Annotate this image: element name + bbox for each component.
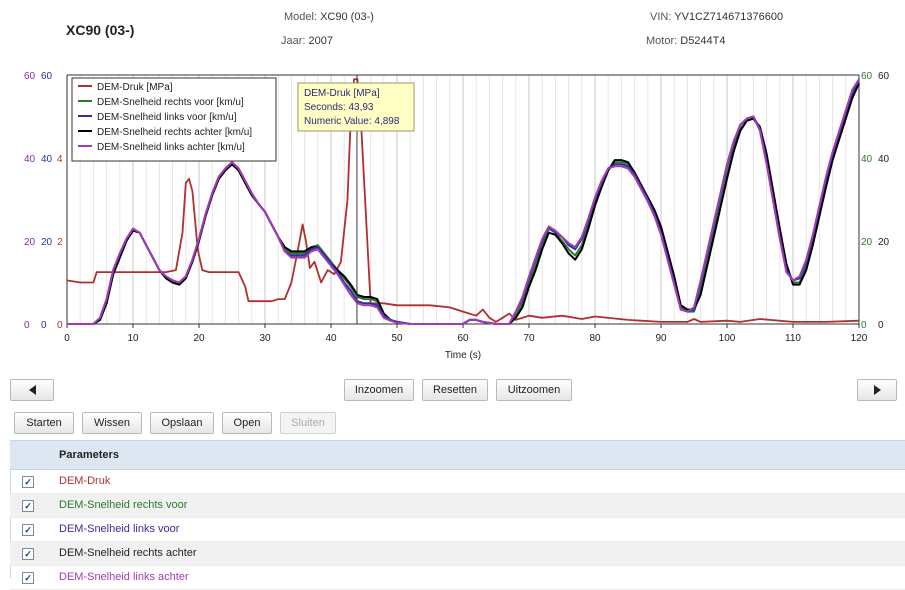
x-tick-label: 110 (785, 333, 801, 344)
parameters-header: Parameters (10, 441, 905, 470)
parameter-name: DEM-Snelheid rechts achter (59, 547, 197, 559)
open-button[interactable]: Open (222, 412, 272, 434)
parameter-checkbox[interactable]: ✓ (22, 476, 34, 488)
reset-button[interactable]: Resetten (422, 379, 488, 401)
vin-field: VIN: YV1CZ714671376600 (650, 11, 783, 23)
checkmark-icon: ✓ (24, 525, 32, 535)
vehicle-header: XC90 (03-) Model: XC90 (03-) Jaar: 2007 … (0, 0, 905, 56)
model-field: Model: XC90 (03-) (284, 11, 374, 23)
parameter-row[interactable]: ✓ DEM-Snelheid rechts voor (10, 494, 905, 518)
parameter-checkbox[interactable]: ✓ (22, 548, 34, 560)
checkmark-icon: ✓ (24, 549, 32, 559)
parameters-table: Parameters ✓ DEM-Druk ✓ DEM-Snelheid rechts… (10, 440, 905, 590)
x-tick-label: 40 (325, 333, 337, 344)
y-tick-label-left-blue: 60 (41, 71, 53, 82)
y-tick-label-right-green: 20 (861, 237, 873, 248)
y-tick-label-left-purple: 40 (24, 154, 36, 165)
y-tick-label-right-black: 40 (878, 154, 890, 165)
engine-label: Motor: (646, 35, 678, 47)
y-tick-label-right-black: 60 (878, 71, 890, 82)
tooltip-series: DEM-Druk [MPa] (304, 88, 380, 99)
parameter-row[interactable]: ✓ DEM-Snelheid links achter (10, 566, 905, 590)
y-tick-label-right-green: 60 (861, 71, 873, 82)
x-tick-label: 60 (457, 333, 469, 344)
parameter-checkbox[interactable]: ✓ (22, 524, 34, 536)
arrow-left-icon (28, 385, 36, 395)
y-tick-label-left-purple: 20 (24, 237, 36, 248)
engine-field: Motor: D5244T4 (646, 35, 726, 47)
tooltip-box (297, 82, 415, 132)
parameter-row[interactable]: ✓ DEM-Snelheid rechts achter (10, 542, 905, 566)
model-value: XC90 (03-) (320, 11, 374, 23)
checkmark-icon: ✓ (24, 477, 32, 487)
x-tick-label: 50 (391, 333, 403, 344)
vin-label: VIN: (650, 11, 672, 23)
year-value: 2007 (308, 35, 334, 47)
y-tick-label-left-blue: 40 (41, 154, 53, 165)
zoom-out-button[interactable]: Uitzoomen (496, 379, 572, 401)
legend-entry: DEM-Snelheid links achter [km/u] (97, 142, 245, 153)
vin-value: YV1CZ714671376600 (674, 11, 784, 23)
parameter-name: DEM-Snelheid links voor (59, 523, 180, 535)
y-tick-label-left-blue: 20 (41, 237, 53, 248)
x-tick-label: 70 (523, 333, 535, 344)
series-line-left-rear (67, 78, 860, 325)
parameter-row[interactable]: ✓ DEM-Snelheid links voor (10, 518, 905, 542)
parameter-name: DEM-Snelheid rechts voor (59, 499, 188, 511)
year-label: Jaar: (281, 35, 306, 47)
legend-entry: DEM-Snelheid rechts achter [km/u] (97, 127, 252, 138)
y-tick-label-left-blue: 0 (41, 320, 47, 331)
y-tick-label-left-red: 0 (57, 320, 63, 331)
x-axis-label: Time (s) (445, 350, 481, 361)
y-tick-label-left-purple: 60 (24, 71, 36, 82)
x-tick-label: 120 (851, 333, 868, 344)
y-tick-label-right-black: 20 (878, 237, 890, 248)
chart-legend (71, 77, 277, 162)
y-tick-label-left-purple: 0 (24, 320, 30, 331)
vehicle-title: XC90 (03-) (66, 22, 135, 38)
parameter-checkbox[interactable]: ✓ (22, 572, 34, 584)
clear-button[interactable]: Wissen (82, 412, 142, 434)
checkmark-icon: ✓ (24, 501, 32, 511)
x-tick-label: 0 (64, 333, 70, 344)
checkmark-icon: ✓ (24, 573, 32, 583)
scroll-right-button[interactable] (857, 379, 897, 401)
y-tick-label-right-green: 0 (861, 320, 867, 331)
close-button[interactable]: Sluiten (280, 412, 336, 434)
year-field: Jaar: 2007 (281, 35, 333, 47)
parameter-name: DEM-Druk (59, 475, 111, 487)
arrow-right-icon (873, 385, 881, 395)
scroll-left-button[interactable] (10, 379, 54, 401)
y-tick-label-left-red: 2 (57, 237, 63, 248)
parameter-name: DEM-Snelheid links achter (59, 571, 189, 583)
model-label: Model: (284, 11, 318, 23)
x-tick-label: 30 (259, 333, 271, 344)
x-tick-label: 80 (589, 333, 601, 344)
x-tick-label: 10 (127, 333, 139, 344)
engine-value: D5244T4 (680, 35, 726, 47)
y-tick-label-right-black: 0 (878, 320, 884, 331)
legend-entry: DEM-Snelheid links voor [km/u] (97, 112, 237, 123)
y-tick-label-left-red: 4 (57, 154, 63, 165)
x-tick-label: 100 (719, 333, 736, 344)
x-tick-label: 20 (193, 333, 205, 344)
save-button[interactable]: Opslaan (150, 412, 214, 434)
legend-entry: DEM-Snelheid rechts voor [km/u] (97, 97, 244, 108)
zoom-in-button[interactable]: Inzoomen (344, 379, 414, 401)
tooltip-seconds: Seconds: 43,93 (304, 102, 374, 113)
parameter-checkbox[interactable]: ✓ (22, 500, 34, 512)
tooltip-value: Numeric Value: 4,898 (304, 116, 400, 127)
parameters-rows: ✓ DEM-Druk ✓ DEM-Snelheid rechts voor ✓ DEM-S… (10, 470, 905, 590)
parameters-header-label: Parameters (59, 449, 119, 461)
y-tick-label-right-green: 40 (861, 154, 873, 165)
x-tick-label: 90 (655, 333, 667, 344)
start-button[interactable]: Starten (14, 412, 74, 434)
parameter-row[interactable]: ✓ DEM-Druk (10, 470, 905, 494)
legend-entry: DEM-Druk [MPa] (97, 82, 173, 93)
